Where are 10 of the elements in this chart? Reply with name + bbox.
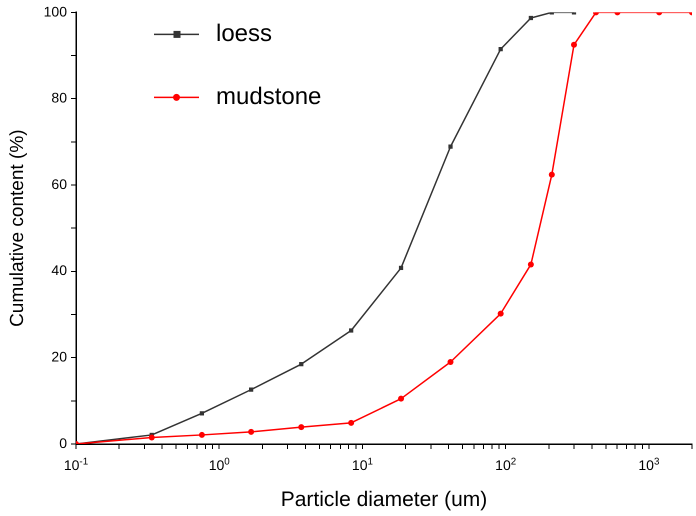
y-tick-label: 100 bbox=[44, 3, 68, 20]
y-tick-label: 0 bbox=[59, 434, 68, 451]
y-tick-label: 60 bbox=[51, 176, 68, 192]
y-tick-label: 40 bbox=[51, 262, 68, 278]
legend-label: loess bbox=[216, 20, 272, 48]
y-axis-title: Cumulative content (%) bbox=[7, 129, 28, 327]
y-tick-label: 80 bbox=[51, 90, 68, 106]
x-axis-title: Particle diameter (um) bbox=[280, 488, 488, 511]
legend-label: mudstone bbox=[216, 83, 322, 110]
y-tick-label: 20 bbox=[51, 348, 68, 365]
